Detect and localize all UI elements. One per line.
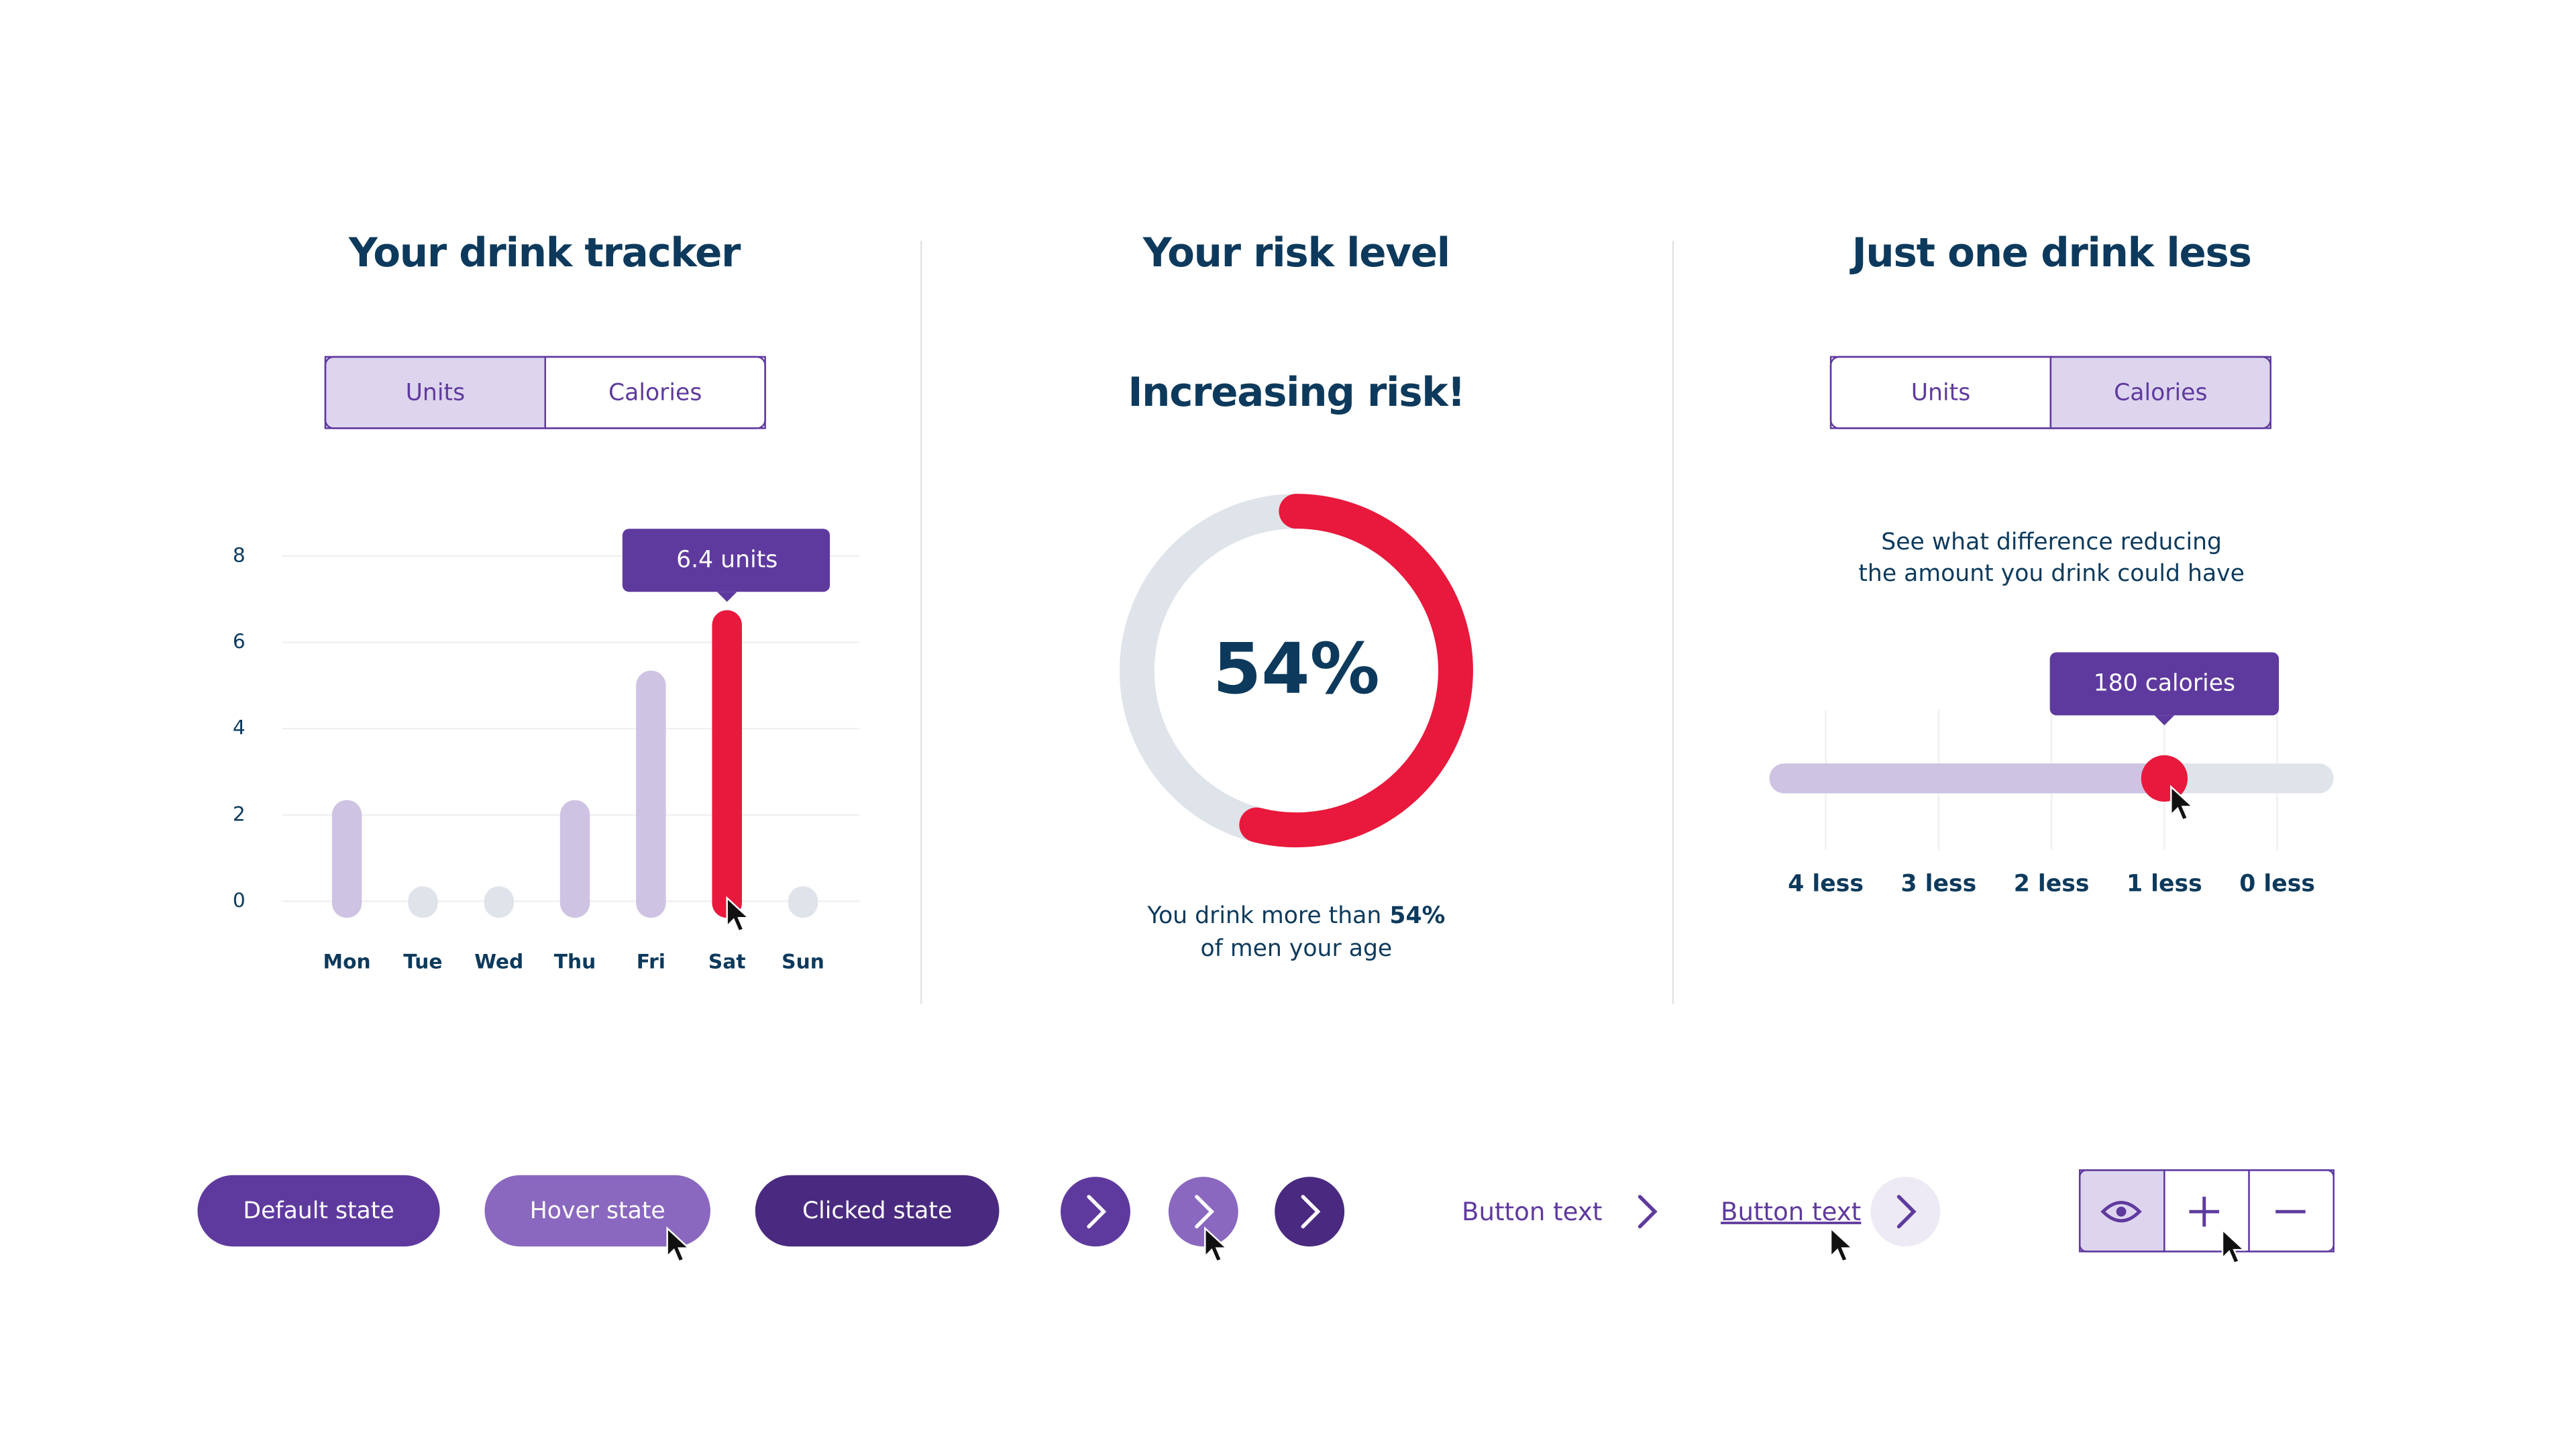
x-tick-label: Wed	[474, 951, 523, 974]
toggle-label: Units	[406, 379, 466, 406]
caption-part: You drink more than	[1146, 902, 1381, 929]
chevron	[1195, 1195, 1215, 1229]
pill-label: Clicked state	[802, 1197, 952, 1224]
panel-title: Just one drink less	[1849, 230, 2251, 276]
cursor	[2170, 784, 2195, 821]
link-hover-bg	[1870, 1177, 1941, 1247]
description: See what difference reducing	[1881, 529, 2222, 555]
x-tick-label: Sun	[782, 951, 824, 974]
y-tick-label: 8	[233, 543, 246, 567]
eye-pupil	[2116, 1206, 2127, 1217]
toggle-frame	[1829, 356, 2271, 429]
risk-caption: You drink more than 54%	[1146, 902, 1445, 929]
tooltip-label: 6.4 units	[676, 546, 777, 573]
tooltip-pointer	[2154, 715, 2175, 726]
toggle-frame	[324, 356, 766, 429]
x-tick-label: Mon	[323, 951, 371, 974]
icon-group-frame	[2078, 1169, 2334, 1252]
chevron	[1087, 1195, 1107, 1229]
y-tick-label: 2	[233, 802, 246, 826]
y-tick-label: 0	[233, 889, 246, 912]
x-tick-label: Sat	[708, 951, 746, 974]
tooltip-label: 180 calories	[2094, 669, 2235, 696]
panel-title: Your risk level	[1142, 230, 1450, 276]
slider-step: 0 less	[2239, 871, 2315, 898]
slider-step: 1 less	[2127, 871, 2202, 898]
toggle-label: Calories	[608, 379, 702, 406]
x-tick-label: Thu	[554, 951, 596, 974]
pill-label: Hover state	[530, 1197, 665, 1224]
pill-button[interactable]	[755, 1175, 1000, 1247]
toggle-label: Calories	[2114, 379, 2207, 406]
chevron	[1638, 1195, 1658, 1229]
slider-step: 4 less	[1788, 871, 1864, 898]
risk-value: 54%	[1213, 629, 1380, 710]
risk-caption: of men your age	[1201, 935, 1393, 962]
icon-button[interactable]	[1275, 1177, 1345, 1247]
cursor	[1829, 1226, 1855, 1263]
cursor	[726, 896, 751, 932]
description: the amount you drink could have	[1858, 560, 2245, 587]
caption-part: 54%	[1381, 902, 1445, 929]
cursor	[1204, 1226, 1229, 1263]
x-tick-label: Tue	[403, 951, 442, 974]
link-button[interactable]: Button text	[1721, 1197, 1861, 1226]
slider-step: 2 less	[2014, 871, 2090, 898]
slider-step: 3 less	[1901, 871, 1977, 898]
icon-button[interactable]	[1061, 1177, 1130, 1247]
pill-button[interactable]	[197, 1175, 440, 1247]
tooltip	[2049, 652, 2279, 716]
y-tick-label: 6	[233, 630, 246, 653]
eye-icon	[2100, 1201, 2142, 1223]
cursor	[2221, 1228, 2247, 1265]
chevron	[1301, 1195, 1321, 1229]
panel-title: Your drink tracker	[348, 230, 741, 276]
risk-heading: Increasing risk!	[1128, 370, 1464, 416]
chevron	[1896, 1195, 1917, 1229]
tooltip-pointer	[716, 592, 737, 602]
slider-knob[interactable]	[2141, 755, 2188, 802]
link-button[interactable]: Button text	[1462, 1197, 1602, 1226]
y-tick-label: 4	[233, 716, 246, 740]
pill-button[interactable]	[484, 1175, 710, 1247]
donut-arc	[1239, 494, 1473, 848]
tooltip	[622, 529, 830, 592]
plus-icon	[2189, 1196, 2220, 1227]
x-tick-label: Fri	[637, 951, 665, 974]
toggle-label: Units	[1911, 379, 1971, 406]
icon-button[interactable]	[1168, 1177, 1238, 1247]
pill-label: Default state	[243, 1197, 394, 1224]
cursor	[666, 1226, 691, 1263]
